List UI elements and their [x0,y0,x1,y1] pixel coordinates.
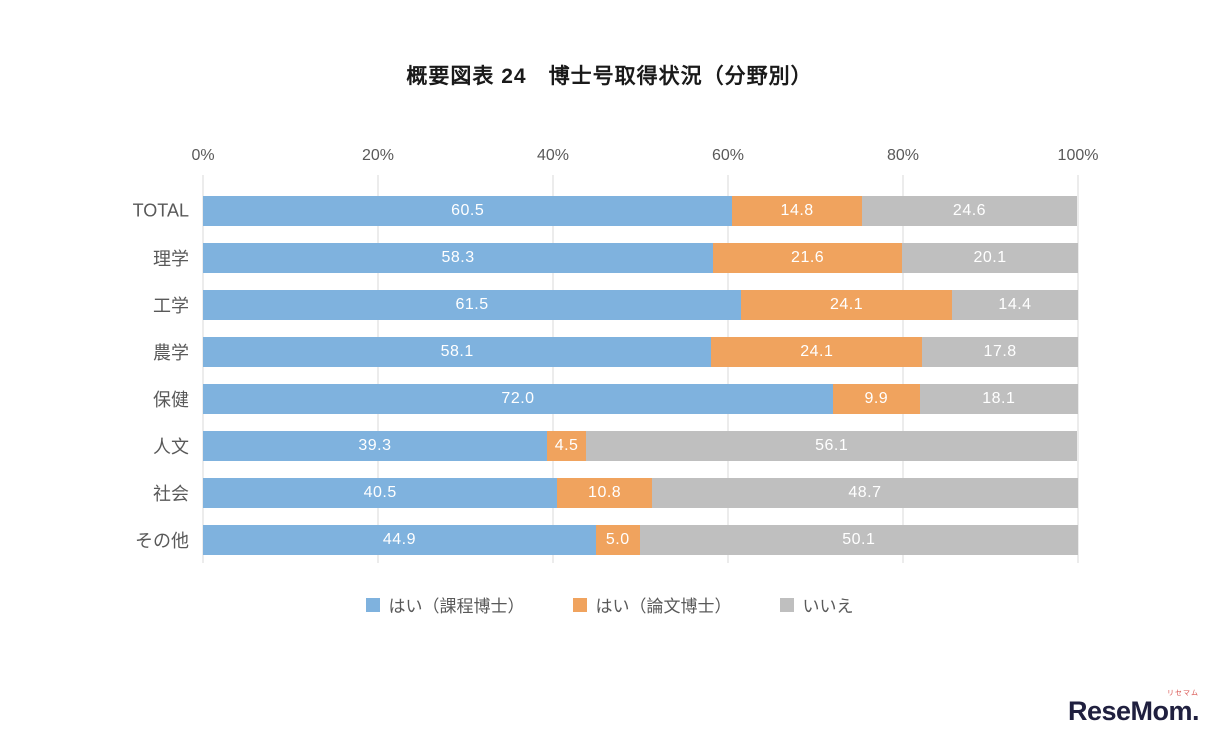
bar-segment: 14.4 [952,289,1078,320]
x-tick-label: 40% [536,147,570,164]
category-label: TOTAL [132,200,189,220]
bar-segment: 5.0 [595,524,640,555]
bar-value-label: 50.1 [842,530,876,548]
bar-segment: 72.0 [203,383,833,414]
category-label: 社会 [153,483,189,504]
legend-swatch-icon [779,597,794,612]
x-tick-label: 0% [191,147,215,164]
bar-value-label: 61.5 [455,295,489,313]
bar-segment: 4.5 [546,430,587,461]
category-label: その他 [135,530,189,551]
bar-row: 社会 40.5 10.8 48.7 [153,469,1078,516]
stacked-bar: 72.0 9.9 18.1 [203,383,1078,414]
bar-segment: 24.1 [711,336,923,367]
x-tick-label: 80% [886,147,920,164]
bar-value-label: 24.6 [952,201,987,219]
bar-value-label: 24.1 [800,342,834,360]
bar-segment: 56.1 [586,430,1078,461]
bar-value-label: 58.1 [440,342,474,360]
category-label: 人文 [153,436,189,457]
bar-value-label: 48.7 [848,483,882,501]
bar-segment: 61.5 [203,289,742,320]
bar-value-label: 4.5 [554,436,579,454]
bar-value-label: 58.3 [441,248,475,266]
bar-segment: 40.5 [203,477,558,508]
x-tick-label: 20% [361,147,395,164]
bar-row: 理学 58.3 21.6 20.1 [153,234,1078,281]
bar-segment: 17.8 [922,336,1078,367]
bar-row: その他 44.9 5.0 50.1 [135,516,1078,563]
chart-title: 概要図表 24 博士号取得状況（分野別） [406,65,813,88]
chart-rows: TOTAL 60.5 14.8 24.6 理学 58.3 21.6 20.1 工学 61.5 24.… [133,187,1078,563]
legend-item: いいえ [779,592,854,617]
stacked-bar: 44.9 5.0 50.1 [203,524,1078,555]
bar-segment: 20.1 [902,242,1078,273]
legend-item: はい（論文博士） [572,592,732,617]
legend-swatch-icon [365,597,380,612]
bar-value-label: 14.8 [780,201,814,219]
legend-swatch-icon [572,597,587,612]
bar-value-label: 18.1 [982,389,1016,407]
x-axis: 0% 20% 40% 60% 80% 100% [191,147,1098,173]
stacked-bar: 61.5 24.1 14.4 [203,289,1078,320]
bar-row: TOTAL 60.5 14.8 24.6 [133,187,1078,234]
category-label: 農学 [153,342,189,363]
x-tick-label: 60% [711,147,745,164]
bar-segment: 44.9 [203,524,596,555]
plot-area: TOTAL 60.5 14.8 24.6 理学 58.3 21.6 20.1 工学 61.5 24.… [133,173,1079,563]
legend-label: はい（論文博士） [595,597,732,616]
stacked-bar: 58.1 24.1 17.8 [203,336,1078,367]
bar-value-label: 9.9 [864,389,889,407]
resemom-logo-subtext: リセマム [1167,690,1199,697]
bar-value-label: 10.8 [588,483,622,501]
legend-label: いいえ [802,597,854,616]
bar-row: 人文 39.3 4.5 56.1 [153,422,1078,469]
chart: 0% 20% 40% 60% 80% 100% TOTAL 60.5 14.8 24.6 理学 58… [83,147,1098,563]
bar-value-label: 60.5 [451,201,485,219]
bar-value-label: 21.6 [791,248,825,266]
bar-segment: 50.1 [639,524,1078,555]
bar-segment: 14.8 [732,195,862,226]
bar-value-label: 56.1 [815,436,849,454]
bar-value-label: 40.5 [363,483,397,501]
bar-value-label: 24.1 [829,295,864,313]
bar-value-label: 39.3 [358,436,392,454]
bar-segment: 24.1 [741,289,952,320]
bar-segment: 9.9 [833,383,920,414]
bar-value-label: 5.0 [605,530,630,548]
bar-segment: 18.1 [919,383,1078,414]
bar-segment: 24.6 [861,195,1078,226]
category-label: 理学 [153,248,189,269]
category-label: 工学 [153,295,189,316]
bar-value-label: 20.1 [973,248,1007,266]
stacked-bar: 60.5 14.8 24.6 [203,195,1078,226]
resemom-logo-text: ReseMom. [1067,696,1200,726]
bar-value-label: 14.4 [998,295,1032,313]
bar-segment: 48.7 [651,477,1078,508]
bar-value-label: 72.0 [501,389,535,407]
bar-value-label: 17.8 [983,342,1017,360]
bar-row: 工学 61.5 24.1 14.4 [153,281,1078,328]
category-label: 保健 [153,389,189,410]
legend-item: はい（課程博士） [365,592,525,617]
x-tick-label: 100% [1057,147,1099,164]
bar-row: 保健 72.0 9.9 18.1 [153,375,1078,422]
bar-row: 農学 58.1 24.1 17.8 [153,328,1078,375]
resemom-logo: リセマム ReseMom. [1067,690,1200,726]
bar-segment: 60.5 [203,195,733,226]
stacked-bar: 58.3 21.6 20.1 [203,242,1078,273]
stacked-bar: 40.5 10.8 48.7 [203,477,1078,508]
bar-segment: 58.3 [203,242,714,273]
bar-segment: 39.3 [203,430,547,461]
bar-segment: 10.8 [557,477,652,508]
stacked-bar: 39.3 4.5 56.1 [203,430,1078,461]
bar-segment: 58.1 [203,336,712,367]
bar-segment: 21.6 [713,242,903,273]
legend-label: はい（課程博士） [388,597,525,616]
legend: はい（課程博士） はい（論文博士） いいえ [0,592,1219,617]
bar-value-label: 44.9 [382,530,416,548]
